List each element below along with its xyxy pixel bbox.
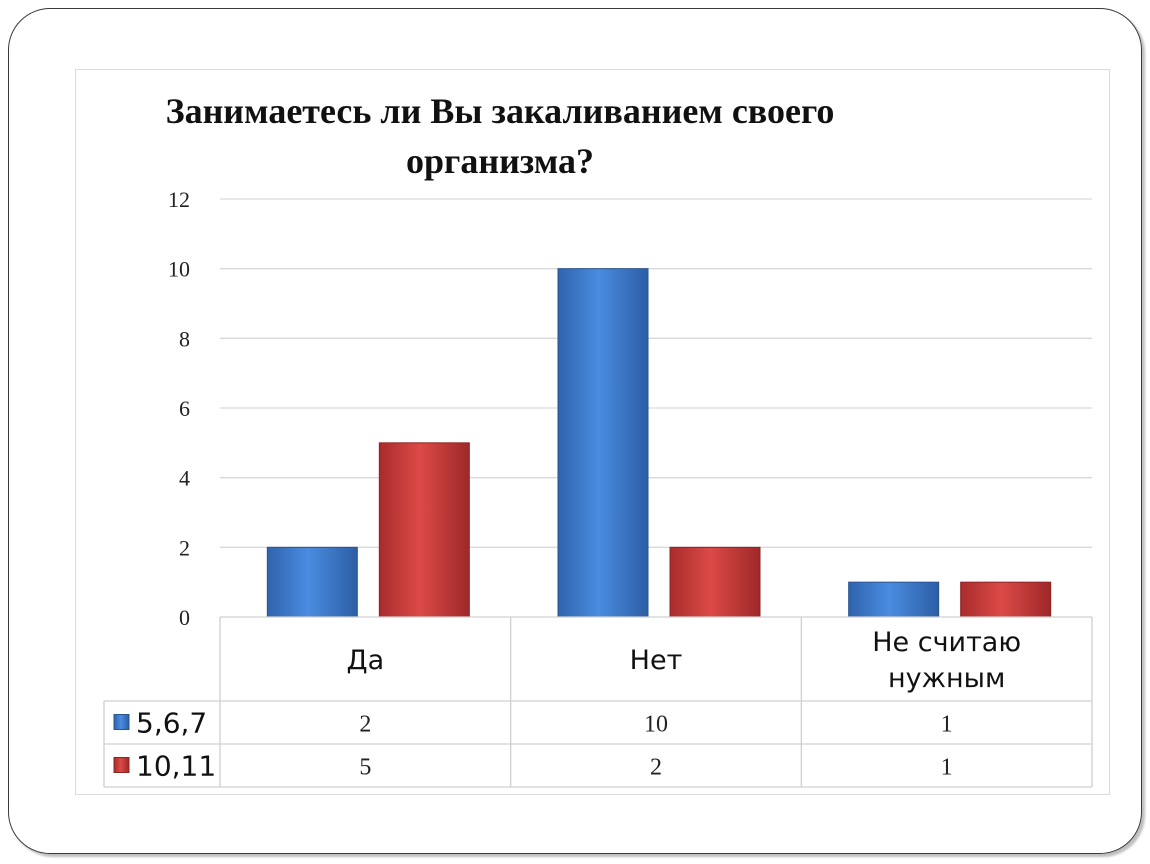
legend-key-5-6-7 — [113, 714, 130, 730]
table-cell-value: 2 — [650, 755, 662, 781]
y-tick-label: 0 — [179, 605, 190, 630]
bar-5-6-7-1 — [557, 268, 649, 618]
legend-label: 5,6,7 — [136, 707, 207, 740]
category-label-line: нужным — [888, 663, 1005, 694]
bar-10-11-2 — [960, 581, 1052, 618]
y-tick-label: 8 — [179, 326, 190, 351]
category-label: Нет — [630, 645, 683, 676]
y-tick-label: 2 — [179, 535, 190, 560]
table-cell-value: 1 — [941, 755, 953, 781]
bar-5-6-7-0 — [266, 546, 358, 618]
category-label-line: Не считаю — [872, 627, 1021, 658]
table-cell-value: 2 — [359, 712, 371, 738]
y-tick-label: 12 — [168, 187, 190, 212]
slide-frame — [8, 8, 1142, 854]
legend-key-10-11 — [113, 757, 130, 773]
category-label: Да — [347, 645, 385, 676]
table-cell-value: 1 — [941, 712, 953, 738]
y-tick-label: 10 — [168, 257, 190, 282]
bar-10-11-1 — [669, 546, 761, 618]
category-label-line: Да — [347, 645, 385, 676]
y-tick-label: 4 — [179, 466, 190, 491]
bar-5-6-7-2 — [848, 581, 940, 618]
table-cell-value: 5 — [359, 755, 371, 781]
bar-10-11-0 — [378, 442, 470, 618]
chart-title: Занимаетесь ли Вы закаливанием своего ор… — [165, 91, 835, 181]
chart-area — [75, 69, 1110, 795]
legend-label: 10,11 — [136, 750, 216, 783]
category-label-line: Нет — [630, 645, 683, 676]
category-label: Не считаю нужным — [872, 627, 1021, 694]
y-tick-label: 6 — [179, 396, 190, 421]
table-cell-value: 10 — [644, 712, 668, 738]
